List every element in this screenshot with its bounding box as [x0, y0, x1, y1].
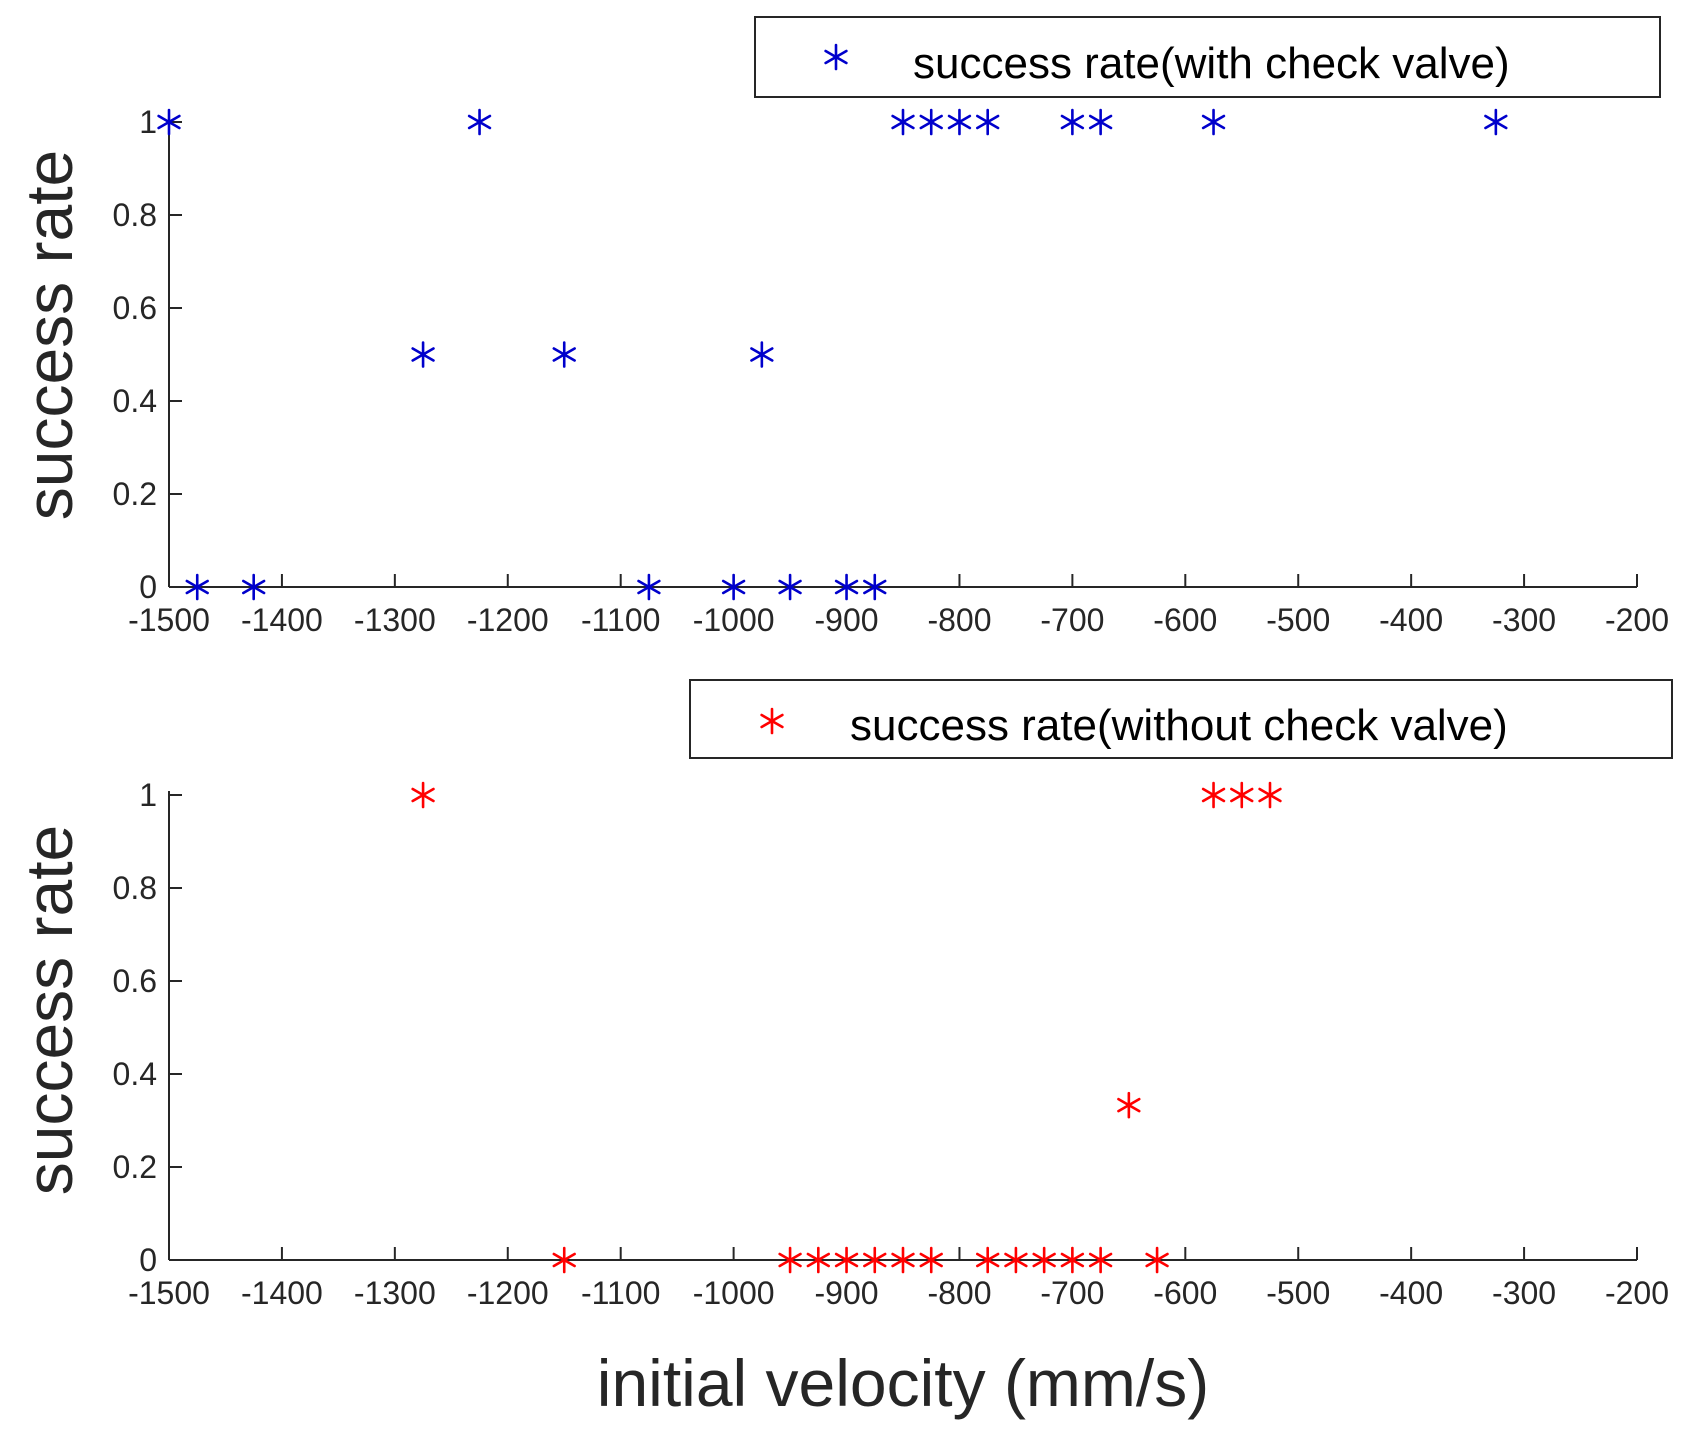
top-data-point: [185, 573, 209, 601]
top-data-point: [1201, 108, 1226, 136]
top-data-point: [947, 108, 972, 136]
bottom-x-tick-label: -200: [1605, 1275, 1669, 1311]
bottom-y-tick-label: 0.8: [113, 870, 157, 906]
top-data-point: [863, 573, 887, 601]
bottom-y-tick-label: 0.6: [113, 963, 157, 999]
top-x-tick-label: -1400: [241, 602, 323, 638]
bottom-legend-marker: [760, 707, 784, 735]
top-x-tick-label: -500: [1266, 602, 1330, 638]
bottom-data-point: [1117, 1091, 1141, 1119]
top-legend: success rate(with check valve): [754, 16, 1661, 98]
bottom-data-point: [778, 1246, 802, 1274]
top-x-tick-label: -1300: [354, 602, 436, 638]
bottom-x-tick-label: -900: [815, 1275, 879, 1311]
bottom-data-point: [1258, 781, 1282, 809]
bottom-data-point: [834, 1246, 859, 1274]
bottom-y-tick-label: 0.2: [113, 1149, 157, 1185]
top-y-tick-label: 0.8: [113, 197, 157, 233]
bottom-x-tick-label: -600: [1153, 1275, 1217, 1311]
bottom-x-tick-label: -700: [1040, 1275, 1104, 1311]
top-x-tick-label: -800: [927, 602, 991, 638]
bottom-scatter-plot: -1500 -1400 -1300 -1200 -1100 -1000 -900 -800 -7…: [12, 679, 1673, 1420]
bottom-data-point: [1201, 781, 1226, 809]
top-data-point: [157, 108, 181, 136]
bottom-data-point: [1004, 1246, 1028, 1274]
bottom-x-tick-label: -1500: [128, 1275, 210, 1311]
top-x-tick-label: -1000: [693, 602, 775, 638]
top-x-tick-label: -700: [1040, 602, 1104, 638]
top-data-point: [750, 341, 774, 368]
bottom-data-point: [919, 1246, 943, 1274]
top-legend-label: success rate(with check valve): [913, 39, 1510, 88]
top-x-tick-label: -200: [1605, 602, 1669, 638]
bottom-x-tick-label: -1100: [581, 1275, 660, 1311]
top-data-point: [975, 108, 1000, 136]
x-axis-label: initial velocity (mm/s): [597, 1346, 1209, 1420]
top-x-tick-label: -1500: [128, 602, 210, 638]
bottom-x-tick-label: -500: [1266, 1275, 1330, 1311]
top-x-tick-label: -400: [1379, 602, 1443, 638]
top-legend-box: [754, 16, 1661, 98]
top-data-point: [467, 108, 492, 136]
bottom-x-tick-label: -800: [927, 1275, 991, 1311]
top-data-point: [919, 108, 943, 136]
bottom-legend-label: success rate(without check valve): [850, 701, 1508, 750]
bottom-data-point: [806, 1246, 831, 1274]
top-x-tick-label: -300: [1492, 602, 1556, 638]
top-data-point: [778, 573, 802, 601]
top-y-tick-label: 0.2: [113, 476, 157, 512]
bottom-x-tick-label: -1300: [354, 1275, 436, 1311]
top-y-tick-label: 0: [139, 569, 157, 605]
bottom-data-point: [1145, 1246, 1169, 1274]
bottom-legend: success rate(without check valve): [689, 679, 1673, 759]
bottom-data-point: [1088, 1246, 1113, 1274]
top-data-point: [242, 573, 266, 601]
bottom-data-point: [891, 1246, 915, 1274]
top-x-tick-label: -1100: [581, 602, 660, 638]
bottom-x-tick-label: -300: [1492, 1275, 1556, 1311]
bottom-y-tick-label: 0: [139, 1242, 157, 1278]
bottom-data-point: [975, 1246, 1000, 1274]
top-legend-asterisk: [824, 43, 848, 71]
bottom-data-point: [863, 1246, 887, 1274]
bottom-data-point: [552, 1246, 576, 1274]
top-data-point: [411, 341, 435, 368]
top-x-tick-label: -1200: [467, 602, 549, 638]
top-data-point: [834, 573, 859, 601]
top-data-point: [552, 341, 576, 368]
bottom-x-tick-label: -1200: [467, 1275, 549, 1311]
top-data-point: [1484, 108, 1508, 136]
top-y-axis-label: success rate: [12, 150, 86, 520]
top-data-point: [1088, 108, 1113, 136]
top-y-tick-label: 1: [139, 104, 157, 140]
top-legend-marker: [824, 43, 848, 71]
bottom-y-axis-label: success rate: [12, 825, 86, 1195]
top-x-tick-label: -600: [1153, 602, 1217, 638]
top-data-point: [721, 573, 746, 601]
top-data-point: [891, 108, 915, 136]
bottom-legend-asterisk: [760, 707, 784, 735]
bottom-data-point: [411, 781, 435, 809]
bottom-data-point: [1032, 1246, 1056, 1274]
top-data-point: [1060, 108, 1085, 136]
top-y-tick-label: 0.4: [113, 383, 157, 419]
top-x-tick-label: -900: [815, 602, 879, 638]
top-y-tick-label: 0.6: [113, 290, 157, 326]
bottom-y-tick-label: 0.4: [113, 1056, 157, 1092]
bottom-data-point: [1060, 1246, 1085, 1274]
top-scatter-plot: -1500 -1400 -1300 -1200 -1100 -1000 -900 -800 -7…: [12, 16, 1669, 638]
bottom-x-tick-label: -1000: [693, 1275, 775, 1311]
bottom-data-point: [1230, 781, 1254, 809]
top-data-point: [637, 573, 661, 601]
bottom-x-tick-label: -400: [1379, 1275, 1443, 1311]
bottom-legend-box: [689, 679, 1673, 759]
bottom-y-tick-label: 1: [139, 777, 157, 813]
bottom-x-tick-label: -1400: [241, 1275, 323, 1311]
